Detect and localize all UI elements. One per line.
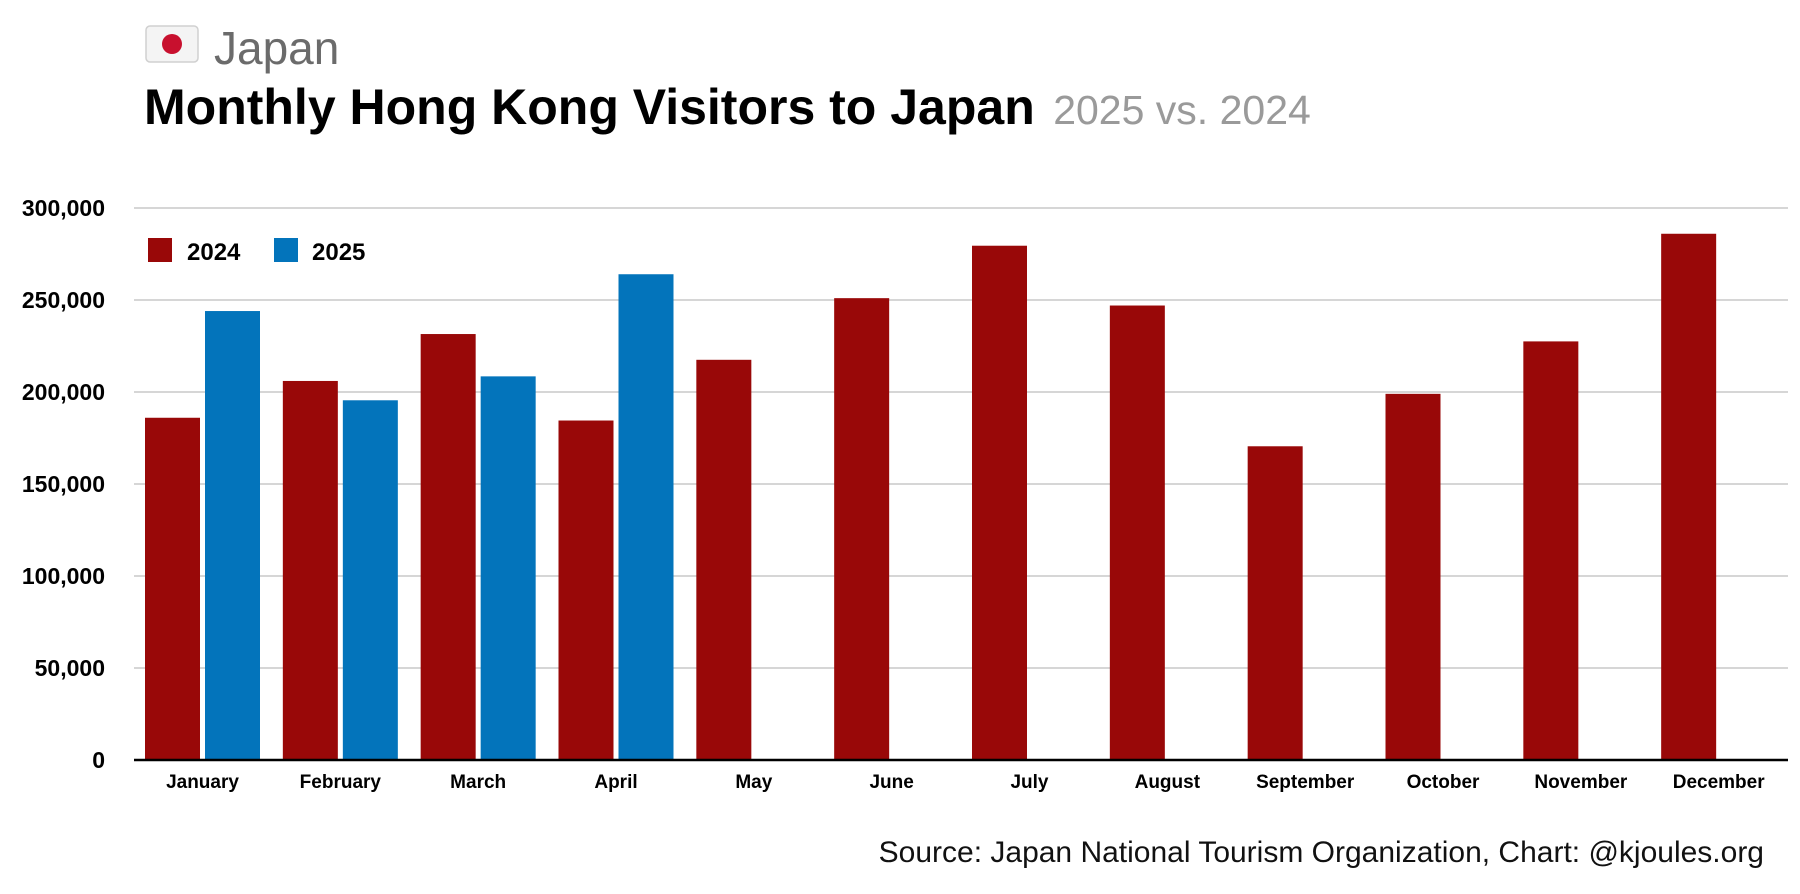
x-axis: January February March April May June July Augu… [134, 758, 1788, 793]
x-tick-label-january: January [166, 772, 239, 793]
bar-february-2024 [282, 380, 338, 760]
bar-march-2025 [480, 376, 536, 760]
chart-title-line: Monthly Hong Kong Visitors to Japan 2025… [144, 79, 1311, 135]
japan-flag-icon [145, 25, 199, 63]
bar-july-2024 [972, 245, 1027, 761]
bar-december-2024 [1661, 233, 1717, 760]
y-tick-label-200-000: 200,000 [22, 379, 105, 405]
y-tick-label-250-000: 250,000 [22, 287, 105, 313]
legend-item-2024: 2024 [148, 238, 241, 266]
y-tick-label-300-000: 300,000 [22, 195, 105, 221]
header: Japan Monthly Hong Kong Visitors to Japa… [144, 22, 1311, 135]
y-tick-label-0: 0 [92, 747, 105, 773]
bar-february-2025 [342, 400, 398, 760]
x-tick-label-november: November [1534, 772, 1628, 793]
legend-label-2025: 2025 [312, 239, 365, 266]
x-tick-label-may: May [735, 772, 772, 793]
legend-item-2025: 2025 [274, 238, 365, 266]
bar-january-2025 [205, 311, 260, 760]
gridlines [134, 207, 1788, 669]
x-tick-label-june: June [869, 772, 913, 793]
bar-may-2024 [696, 359, 752, 760]
bar-april-2024 [558, 420, 614, 760]
bar-june-2024 [834, 298, 890, 760]
legend-swatch-2025 [274, 238, 298, 262]
x-tick-label-august: August [1135, 772, 1201, 793]
x-tick-label-march: March [450, 772, 506, 793]
chart-title: Monthly Hong Kong Visitors to Japan [144, 79, 1035, 135]
bar-march-2024 [420, 334, 476, 760]
y-axis: 0 50,000 100,000 150,000 200,000 250,000 300,0… [22, 195, 105, 773]
bar-november-2024 [1523, 341, 1579, 760]
bars [145, 233, 1717, 761]
y-tick-label-150-000: 150,000 [22, 471, 105, 497]
bar-april-2025 [618, 274, 674, 760]
y-tick-label-50-000: 50,000 [35, 655, 105, 681]
legend-swatch-2024 [148, 238, 172, 262]
x-tick-label-february: February [300, 772, 382, 793]
y-tick-label-100-000: 100,000 [22, 563, 105, 589]
chart-subtitle: 2025 vs. 2024 [1053, 87, 1311, 133]
x-tick-label-september: September [1256, 772, 1355, 793]
x-tick-label-december: December [1673, 772, 1765, 793]
bar-january-2024 [145, 417, 200, 760]
x-tick-label-october: October [1407, 772, 1480, 793]
bar-october-2024 [1385, 393, 1441, 760]
legend-label-2024: 2024 [187, 239, 241, 266]
source-credit: Source: Japan National Tourism Organizat… [879, 836, 1764, 869]
legend: 2024 2025 [148, 238, 365, 266]
bar-august-2024 [1109, 305, 1165, 760]
x-tick-label-april: April [594, 772, 637, 793]
country-label: Japan [214, 22, 339, 74]
bar-september-2024 [1247, 446, 1303, 760]
x-tick-label-july: July [1010, 772, 1048, 793]
